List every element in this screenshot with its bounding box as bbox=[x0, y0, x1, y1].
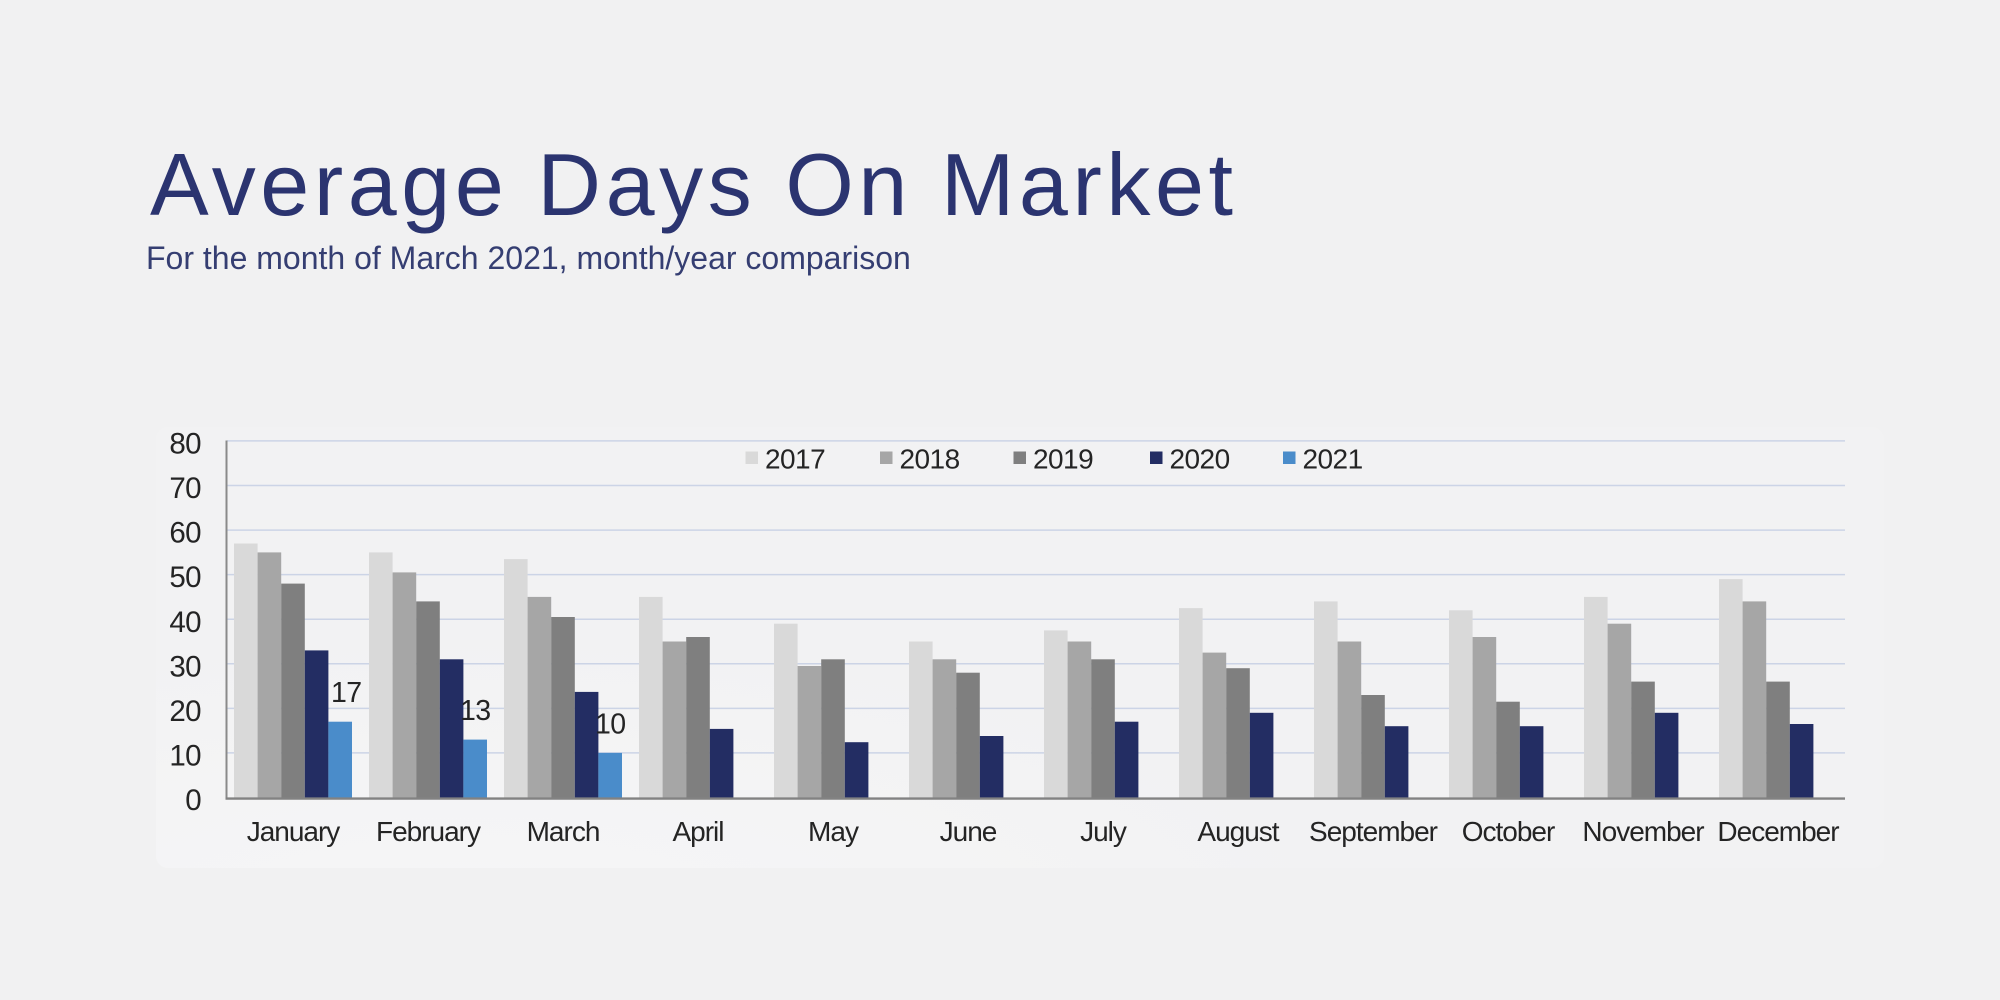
svg-text:40: 40 bbox=[169, 606, 201, 639]
svg-text:60: 60 bbox=[169, 517, 201, 550]
svg-text:17: 17 bbox=[331, 677, 362, 709]
svg-text:March: March bbox=[527, 816, 600, 847]
svg-text:50: 50 bbox=[169, 561, 201, 594]
svg-text:June: June bbox=[940, 816, 997, 847]
svg-text:October: October bbox=[1462, 816, 1555, 847]
svg-text:0: 0 bbox=[185, 784, 201, 817]
svg-text:May: May bbox=[808, 816, 859, 847]
svg-text:30: 30 bbox=[169, 650, 201, 683]
svg-text:2018: 2018 bbox=[900, 444, 960, 475]
svg-text:70: 70 bbox=[169, 472, 201, 505]
svg-text:20: 20 bbox=[169, 695, 201, 728]
svg-text:2020: 2020 bbox=[1170, 444, 1230, 475]
svg-text:July: July bbox=[1080, 816, 1127, 847]
svg-text:80: 80 bbox=[169, 428, 201, 461]
svg-text:January: January bbox=[247, 816, 341, 847]
svg-text:13: 13 bbox=[460, 695, 491, 727]
svg-text:10: 10 bbox=[169, 740, 201, 773]
svg-text:2017: 2017 bbox=[765, 444, 825, 475]
svg-text:September: September bbox=[1309, 816, 1438, 847]
svg-text:2021: 2021 bbox=[1303, 444, 1363, 475]
svg-text:December: December bbox=[1717, 816, 1839, 847]
svg-text:November: November bbox=[1582, 816, 1704, 847]
svg-text:February: February bbox=[376, 816, 481, 847]
svg-text:2019: 2019 bbox=[1033, 444, 1093, 475]
svg-text:August: August bbox=[1197, 816, 1279, 847]
svg-text:April: April bbox=[672, 816, 723, 847]
svg-text:10: 10 bbox=[595, 708, 626, 740]
